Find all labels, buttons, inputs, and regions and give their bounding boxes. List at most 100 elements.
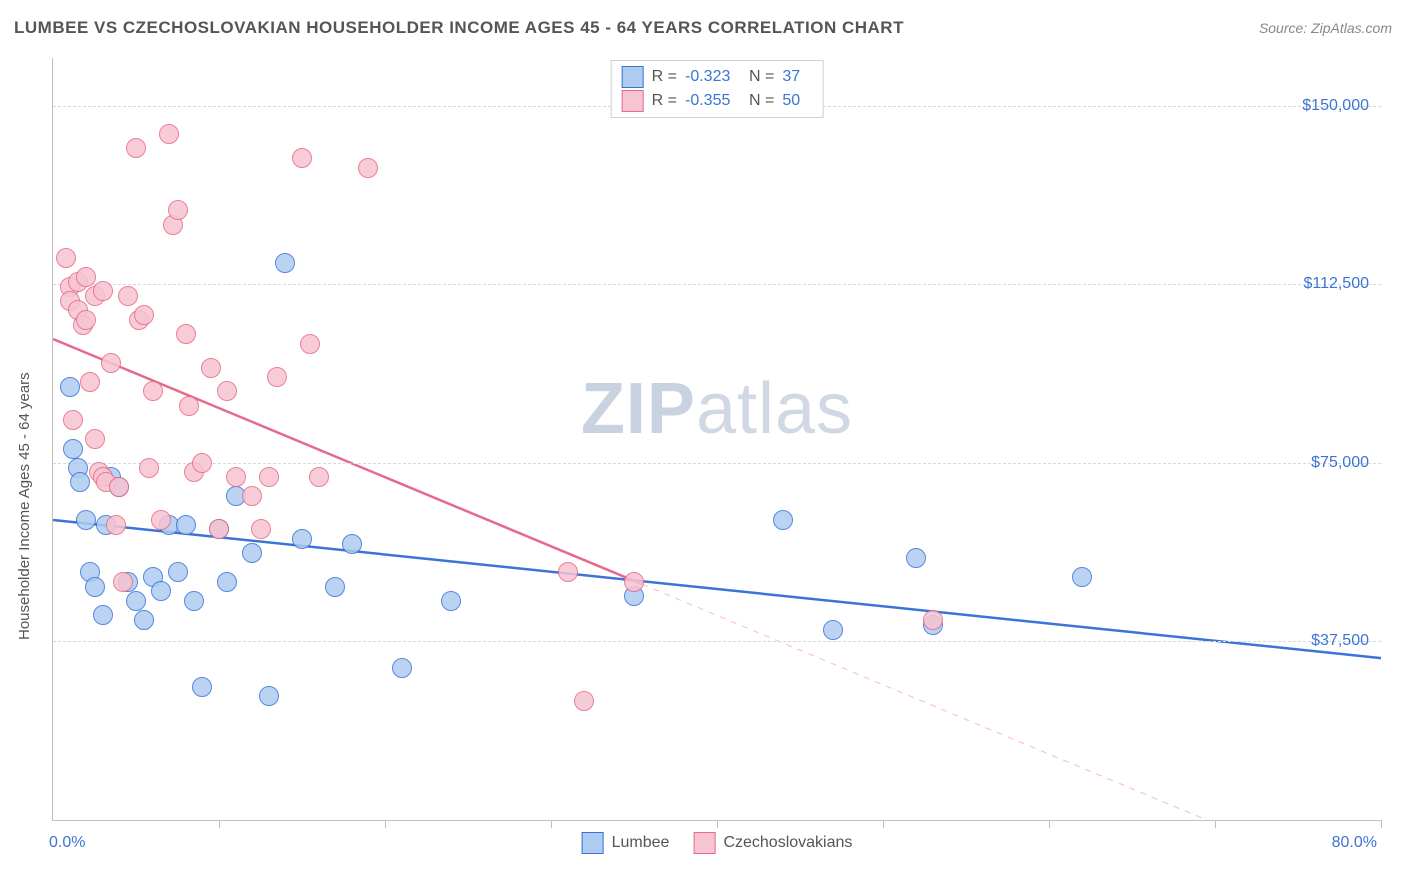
- data-point: [113, 572, 133, 592]
- n-label: N =: [749, 65, 774, 89]
- data-point: [1072, 567, 1092, 587]
- data-point: [63, 410, 83, 430]
- legend-label: Lumbee: [612, 834, 670, 852]
- data-point: [76, 267, 96, 287]
- data-point: [93, 281, 113, 301]
- data-point: [201, 358, 221, 378]
- y-axis-title: Householder Income Ages 45 - 64 years: [16, 372, 33, 640]
- data-point: [259, 686, 279, 706]
- n-value: 37: [782, 65, 812, 89]
- gridline: [53, 641, 1381, 642]
- x-tick: [883, 820, 884, 828]
- data-point: [176, 515, 196, 535]
- gridline: [53, 284, 1381, 285]
- x-axis-label: 0.0%: [49, 834, 85, 852]
- data-point: [217, 381, 237, 401]
- data-point: [358, 158, 378, 178]
- legend-item: Czechoslovakians: [693, 832, 852, 854]
- data-point: [209, 519, 229, 539]
- n-label: N =: [749, 89, 774, 113]
- r-value: -0.323: [685, 65, 741, 89]
- data-point: [101, 353, 121, 373]
- x-axis-label: 80.0%: [1332, 834, 1377, 852]
- legend-swatch: [582, 832, 604, 854]
- data-point: [126, 591, 146, 611]
- data-point: [151, 581, 171, 601]
- data-point: [80, 372, 100, 392]
- data-point: [151, 510, 171, 530]
- x-tick: [1381, 820, 1382, 828]
- data-point: [773, 510, 793, 530]
- legend-swatch: [622, 90, 644, 112]
- data-point: [624, 572, 644, 592]
- r-value: -0.355: [685, 89, 741, 113]
- data-point: [267, 367, 287, 387]
- n-value: 50: [782, 89, 812, 113]
- data-point: [76, 510, 96, 530]
- data-point: [93, 605, 113, 625]
- x-tick: [385, 820, 386, 828]
- data-point: [275, 253, 295, 273]
- data-point: [823, 620, 843, 640]
- data-point: [179, 396, 199, 416]
- y-tick-label: $37,500: [1311, 632, 1369, 650]
- data-point: [259, 467, 279, 487]
- data-point: [226, 467, 246, 487]
- data-point: [242, 486, 262, 506]
- data-point: [192, 677, 212, 697]
- y-tick-label: $75,000: [1311, 454, 1369, 472]
- legend-label: Czechoslovakians: [723, 834, 852, 852]
- source-attribution: Source: ZipAtlas.com: [1259, 20, 1392, 36]
- x-tick: [219, 820, 220, 828]
- data-point: [192, 453, 212, 473]
- data-point: [106, 515, 126, 535]
- x-tick: [1215, 820, 1216, 828]
- plot-area: ZIPatlas R =-0.323N =37R =-0.355N =50 Lu…: [52, 58, 1381, 821]
- data-point: [76, 310, 96, 330]
- stats-row: R =-0.323N =37: [622, 65, 813, 89]
- gridline: [53, 463, 1381, 464]
- legend-swatch: [693, 832, 715, 854]
- data-point: [56, 248, 76, 268]
- data-point: [85, 577, 105, 597]
- data-point: [574, 691, 594, 711]
- legend-item: Lumbee: [582, 832, 670, 854]
- data-point: [217, 572, 237, 592]
- data-point: [292, 148, 312, 168]
- data-point: [342, 534, 362, 554]
- data-point: [118, 286, 138, 306]
- data-point: [176, 324, 196, 344]
- data-point: [85, 429, 105, 449]
- data-point: [558, 562, 578, 582]
- data-point: [70, 472, 90, 492]
- data-point: [139, 458, 159, 478]
- data-point: [63, 439, 83, 459]
- data-point: [906, 548, 926, 568]
- data-point: [134, 305, 154, 325]
- stats-row: R =-0.355N =50: [622, 89, 813, 113]
- x-tick: [717, 820, 718, 828]
- data-point: [300, 334, 320, 354]
- data-point: [923, 610, 943, 630]
- data-point: [60, 377, 80, 397]
- data-point: [143, 381, 163, 401]
- y-tick-label: $150,000: [1302, 97, 1369, 115]
- x-tick: [1049, 820, 1050, 828]
- chart-title: LUMBEE VS CZECHOSLOVAKIAN HOUSEHOLDER IN…: [14, 18, 904, 38]
- watermark: ZIPatlas: [581, 368, 853, 450]
- legend-swatch: [622, 66, 644, 88]
- data-point: [168, 200, 188, 220]
- data-point: [126, 138, 146, 158]
- data-point: [292, 529, 312, 549]
- data-point: [109, 477, 129, 497]
- y-tick-label: $112,500: [1303, 275, 1369, 293]
- trend-lines: [53, 58, 1381, 820]
- data-point: [251, 519, 271, 539]
- data-point: [242, 543, 262, 563]
- data-point: [134, 610, 154, 630]
- data-point: [441, 591, 461, 611]
- data-point: [168, 562, 188, 582]
- x-tick: [551, 820, 552, 828]
- data-point: [325, 577, 345, 597]
- data-point: [159, 124, 179, 144]
